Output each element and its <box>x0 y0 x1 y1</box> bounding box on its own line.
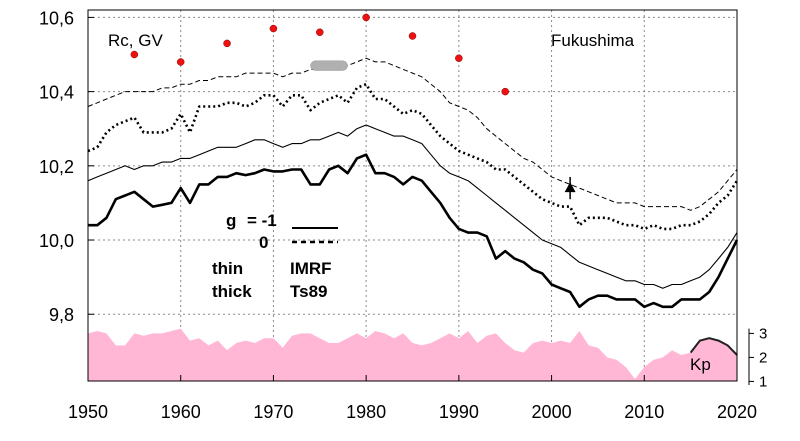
y-tick-label: 10,0 <box>39 231 74 251</box>
x-tick-label: 2020 <box>717 402 757 422</box>
kp-area <box>88 328 738 381</box>
x-tick-label: 1950 <box>68 402 108 422</box>
red-point <box>501 87 509 96</box>
plot-frame <box>87 9 750 385</box>
gray-band <box>310 60 348 71</box>
red-point <box>223 39 231 48</box>
kp-tick-label: 1 <box>759 373 767 390</box>
x-tick-label: 1990 <box>439 402 479 422</box>
series-line-thin-dashed <box>87 57 738 211</box>
legend-g: g <box>226 211 236 230</box>
red-point <box>408 32 417 40</box>
legend-thick: thick <box>212 282 252 301</box>
series-line-thin-solid <box>87 124 738 289</box>
y-tick-label: 10,6 <box>39 8 74 28</box>
red-point <box>316 28 324 37</box>
legend-imrf: IMRF <box>290 259 332 278</box>
red-point <box>269 24 278 33</box>
ylabel-annotation: Rc, GV <box>108 31 163 50</box>
x-tick-label: 2000 <box>532 402 572 422</box>
x-tick-label: 1960 <box>161 402 201 422</box>
kp-recent-line <box>689 337 738 356</box>
grid <box>87 10 738 381</box>
series-line-thick-dotted <box>87 82 739 231</box>
kp-tick-label: 3 <box>759 325 767 342</box>
red-point <box>455 54 463 62</box>
x-tick-label: 1980 <box>346 402 386 422</box>
y-tick-label: 9,8 <box>49 305 74 325</box>
legend-g-zero: 0 <box>259 233 268 252</box>
kp-tick-label: 2 <box>759 349 767 366</box>
red-point <box>362 13 370 22</box>
legend-thin: thin <box>212 259 243 278</box>
red-point <box>130 50 139 59</box>
series-line-thick-solid <box>88 153 739 309</box>
x-tick-label: 1970 <box>253 402 293 422</box>
station-annotation: Fukushima <box>551 31 635 50</box>
axis-ticks: 1950 1960 1970 1980 1990 2000 2010 2020 10,6 10,4… <box>39 8 767 422</box>
legend-ts89: Ts89 <box>290 282 328 301</box>
y-tick-label: 10,2 <box>39 157 74 177</box>
kp-annotation: Kp <box>690 355 711 374</box>
plot-border <box>87 9 738 382</box>
triangle-point <box>564 182 576 193</box>
legend-g-minus1: = -1 <box>247 211 277 230</box>
x-tick-label: 2010 <box>624 402 664 422</box>
series-lines <box>87 57 739 309</box>
red-points <box>130 13 576 200</box>
red-point <box>176 58 185 66</box>
y-tick-label: 10,4 <box>39 83 74 103</box>
legend: g = -1 0 thin IMRF thick Ts89 <box>212 211 338 301</box>
kp-area-fill <box>88 328 737 381</box>
